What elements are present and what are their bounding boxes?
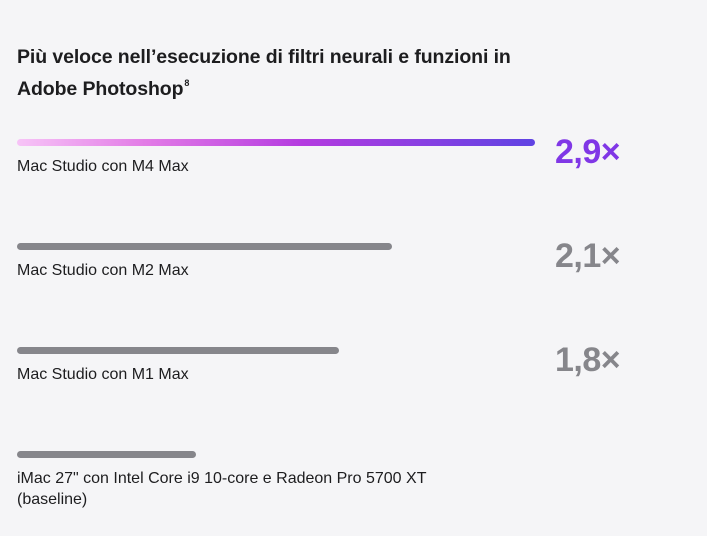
bar-label: Mac Studio con M4 Max <box>17 158 189 175</box>
bar <box>17 347 339 354</box>
bar <box>17 451 196 458</box>
footnote-marker: 8 <box>184 78 190 88</box>
bar-label: iMac 27" con Intel Core i9 10-core e Rad… <box>17 470 427 508</box>
bar-label: Mac Studio con M1 Max <box>17 366 189 383</box>
value-label: 2,1× <box>555 237 621 275</box>
bar <box>17 139 535 146</box>
chart-title: Più veloce nell’esecuzione di filtri neu… <box>17 44 537 102</box>
value-label: 2,9× <box>555 133 621 171</box>
bar <box>17 243 392 250</box>
value-label: 1,8× <box>555 341 621 379</box>
bar-label: Mac Studio con M2 Max <box>17 262 189 279</box>
chart-title-text: Più veloce nell’esecuzione di filtri neu… <box>17 46 511 100</box>
